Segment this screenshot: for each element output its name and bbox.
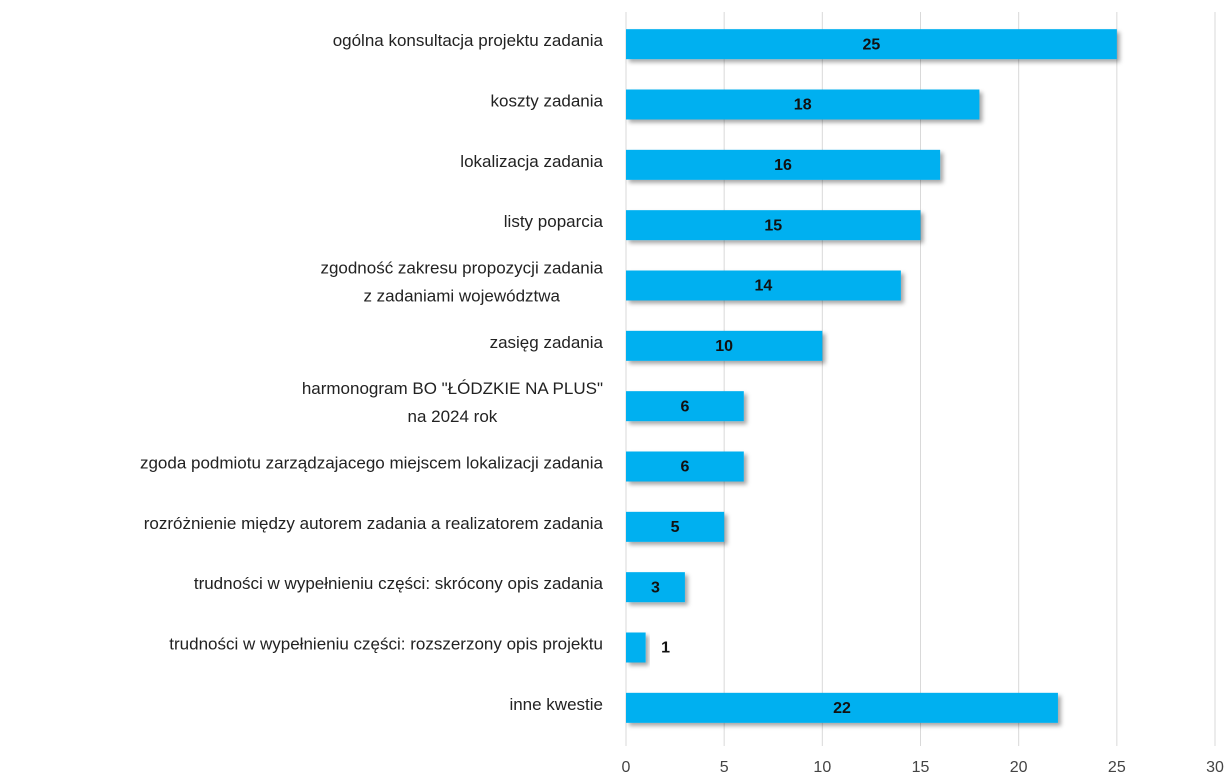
bar — [626, 692, 1058, 723]
y-tick-label: zasięg zadania — [490, 333, 604, 352]
value-label: 1 — [661, 640, 670, 657]
x-tick-label: 5 — [720, 759, 729, 776]
bar — [626, 451, 744, 482]
value-label: 15 — [764, 217, 782, 234]
y-tick-label: trudności w wypełnieniu części: rozszerz… — [169, 635, 603, 654]
bar — [626, 632, 646, 663]
value-label: 22 — [833, 700, 851, 717]
value-label: 14 — [755, 278, 773, 295]
x-tick-label: 25 — [1108, 759, 1126, 776]
bar — [626, 29, 1117, 60]
value-label: 25 — [863, 36, 881, 53]
value-label: 10 — [715, 338, 733, 355]
value-label: 6 — [680, 459, 689, 476]
bar — [626, 210, 921, 241]
x-tick-label: 10 — [813, 759, 831, 776]
y-tick-label: zgoda podmiotu zarządzajacego miejscem l… — [140, 454, 604, 473]
y-tick-label: rozróżnienie między autorem zadania a re… — [144, 514, 604, 533]
x-tick-label: 0 — [622, 759, 631, 776]
value-label: 6 — [680, 398, 689, 415]
bar — [626, 391, 744, 422]
value-label: 16 — [774, 157, 792, 174]
bar — [626, 330, 823, 361]
x-tick-label: 30 — [1206, 759, 1224, 776]
value-label: 18 — [794, 97, 812, 114]
y-tick-label: koszty zadania — [491, 92, 604, 111]
bar — [626, 149, 941, 180]
y-tick-label: ogólna konsultacja projektu zadania — [333, 32, 604, 51]
bar — [626, 511, 725, 542]
y-tick-label: harmonogram BO "ŁÓDZKIE NA PLUS" na 2024 … — [302, 380, 603, 427]
y-tick-label: zgodność zakresu propozycji zadania z zad… — [320, 259, 603, 306]
y-tick-label: listy poparcia — [504, 213, 604, 232]
value-label: 3 — [651, 579, 660, 596]
y-tick-label: inne kwestie — [509, 695, 603, 714]
bar — [626, 270, 901, 301]
bar — [626, 89, 980, 120]
y-tick-label: trudności w wypełnieniu części: skrócony… — [194, 575, 604, 594]
x-tick-label: 20 — [1010, 759, 1028, 776]
y-tick-label: lokalizacja zadania — [460, 152, 603, 171]
bar — [626, 572, 685, 603]
value-label: 5 — [671, 519, 680, 536]
x-tick-label: 15 — [912, 759, 930, 776]
